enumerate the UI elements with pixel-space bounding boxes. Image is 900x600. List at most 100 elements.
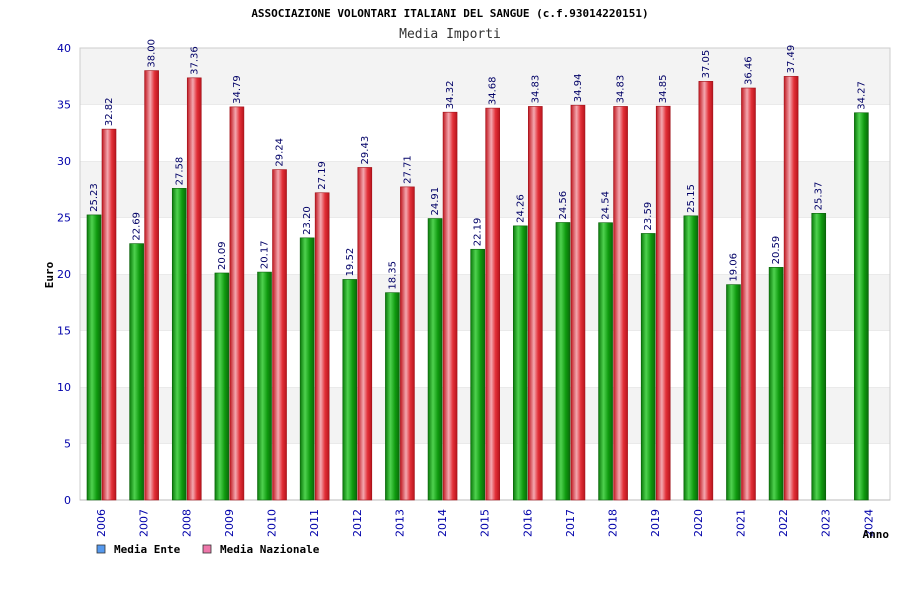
bar-media-nazionale-2014	[442, 111, 458, 501]
value-label: 25.23	[89, 183, 100, 212]
value-label: 34.79	[232, 75, 243, 104]
x-tick-label: 2018	[607, 509, 620, 537]
y-tick-label: 35	[57, 99, 71, 112]
bar-media-nazionale-2020	[698, 81, 714, 501]
value-label: 27.58	[174, 157, 185, 186]
value-label: 29.43	[360, 136, 371, 165]
bar-media-nazionale-2019	[655, 105, 671, 501]
chart-subtitle: Media Importi	[399, 27, 501, 42]
bar-media-ente-2014	[427, 218, 443, 501]
value-label: 20.17	[260, 240, 271, 269]
bar-media-nazionale-2010	[272, 169, 287, 501]
legend: Media Ente Media Nazionale	[96, 543, 320, 556]
value-label: 27.19	[317, 161, 328, 190]
x-tick-label: 2015	[479, 509, 492, 537]
value-label: 25.15	[686, 184, 697, 213]
x-tick-label: 2016	[521, 509, 534, 537]
x-axis-label: Anno	[863, 528, 890, 541]
value-label: 24.91	[430, 187, 441, 216]
bars	[86, 70, 869, 501]
y-tick-label: 5	[64, 438, 71, 451]
x-tick-label: 2006	[95, 509, 108, 537]
value-label: 32.82	[104, 97, 115, 126]
x-tick-label: 2009	[223, 509, 236, 537]
value-label: 34.27	[856, 81, 867, 110]
bar-media-ente-2011	[299, 237, 315, 501]
value-label: 36.46	[743, 56, 754, 85]
bar-media-ente-2020	[683, 215, 699, 501]
chart-title: ASSOCIAZIONE VOLONTARI ITALIANI DEL SANG…	[251, 7, 648, 20]
bar-media-ente-2016	[513, 225, 528, 501]
y-tick-label: 15	[57, 325, 71, 338]
y-tick-label: 30	[57, 155, 71, 168]
bar-media-nazionale-2006	[101, 128, 117, 501]
bar-media-ente-2018	[598, 222, 613, 501]
x-tick-label: 2007	[138, 509, 151, 537]
y-tick-label: 10	[57, 381, 71, 394]
bar-media-nazionale-2012	[357, 167, 373, 501]
y-axis-label: Euro	[43, 261, 56, 288]
bar-media-ente-2017	[555, 222, 571, 501]
bar-media-ente-2015	[470, 248, 485, 501]
x-tick-label: 2008	[180, 509, 193, 537]
x-tick-label: 2014	[436, 509, 449, 537]
bar-media-ente-2012	[342, 279, 358, 501]
bar-media-ente-2019	[640, 233, 656, 501]
value-label: 20.09	[217, 241, 228, 270]
value-label: 22.69	[132, 212, 143, 241]
bar-media-nazionale-2022	[783, 76, 799, 501]
value-label: 19.52	[345, 248, 356, 277]
value-label: 27.71	[402, 155, 413, 184]
y-tick-label: 20	[57, 268, 71, 281]
x-tick-label: 2022	[777, 509, 790, 537]
value-label: 29.24	[275, 138, 286, 167]
value-label: 37.49	[786, 45, 797, 74]
value-label: 24.54	[601, 191, 612, 220]
x-axis-ticks: 2006 2007 2008 2009 2010 2011 2012 2013 2014 2015…	[95, 509, 875, 537]
x-tick-label: 2011	[308, 509, 321, 537]
bar-media-nazionale-2017	[570, 104, 586, 501]
y-axis-ticks: 0 5 10 15 20 25 30 35 40	[57, 42, 71, 507]
value-label: 38.00	[147, 39, 158, 68]
bar-media-nazionale-2015	[485, 107, 500, 501]
x-tick-label: 2023	[820, 509, 833, 537]
bar-media-ente-2023	[811, 213, 827, 501]
value-label: 34.94	[573, 74, 584, 103]
bar-media-ente-2024	[854, 112, 869, 501]
value-labels: 25.23 32.82 22.69 38.00 27.58 37.36 20.09 34.79…	[89, 39, 867, 290]
value-label: 37.05	[701, 50, 712, 79]
y-tick-label: 25	[57, 212, 71, 225]
value-label: 20.59	[771, 236, 782, 265]
x-tick-label: 2013	[393, 509, 406, 537]
bar-media-nazionale-2018	[613, 106, 628, 501]
value-label: 25.37	[814, 182, 825, 211]
value-label: 37.36	[189, 46, 200, 75]
bar-media-nazionale-2016	[528, 106, 543, 501]
value-label: 19.06	[728, 253, 739, 282]
x-tick-label: 2021	[734, 509, 747, 537]
y-tick-label: 0	[64, 494, 71, 507]
value-label: 24.56	[558, 191, 569, 220]
bar-media-nazionale-2021	[741, 87, 756, 501]
value-label: 24.26	[515, 194, 526, 223]
legend-swatch-media-ente	[96, 544, 106, 554]
legend-label-media-nazionale: Media Nazionale	[220, 543, 320, 556]
bar-media-nazionale-2011	[314, 192, 330, 501]
bar-media-ente-2013	[385, 292, 400, 501]
bar-media-nazionale-2008	[186, 77, 202, 501]
x-tick-label: 2017	[564, 509, 577, 537]
x-tick-label: 2010	[266, 509, 279, 537]
bar-media-ente-2006	[86, 214, 102, 501]
x-tick-label: 2019	[649, 509, 662, 537]
bar-media-ente-2022	[768, 267, 784, 501]
bar-media-ente-2010	[257, 271, 272, 501]
value-label: 23.59	[643, 202, 654, 231]
x-tick-label: 2024	[862, 509, 875, 537]
value-label: 34.83	[616, 75, 627, 104]
value-label: 34.68	[488, 76, 499, 105]
legend-label-media-ente: Media Ente	[114, 543, 181, 556]
x-tick-label: 2020	[692, 509, 705, 537]
legend-swatch-media-nazionale	[202, 544, 212, 554]
x-tick-label: 2012	[351, 509, 364, 537]
value-label: 34.32	[445, 81, 456, 110]
